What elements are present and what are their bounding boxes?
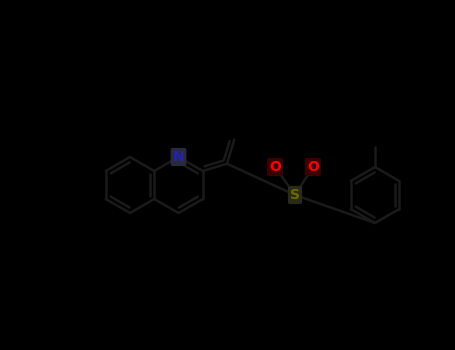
Text: N: N	[173, 150, 184, 164]
Text: O: O	[307, 160, 319, 174]
Text: O: O	[269, 160, 281, 174]
Text: S: S	[290, 188, 300, 202]
